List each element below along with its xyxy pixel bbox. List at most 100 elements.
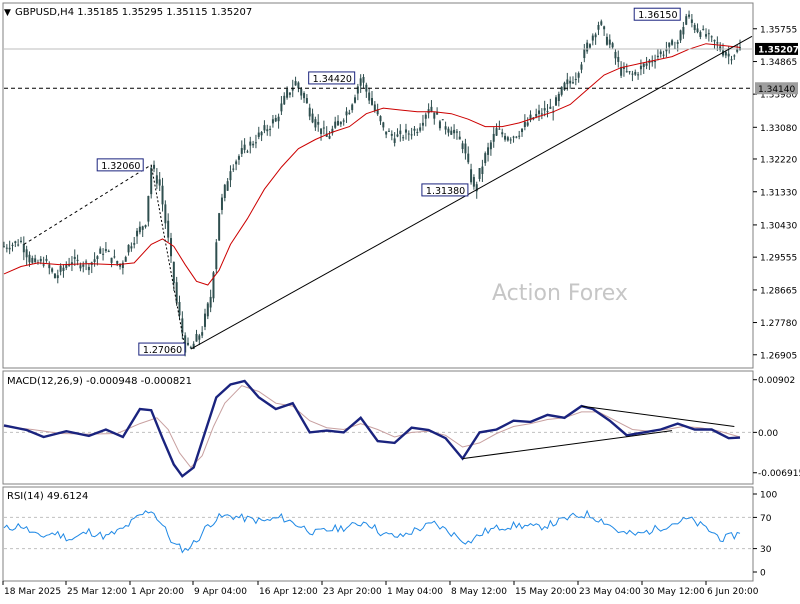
x-tick-label: 23 Apr 20:00: [323, 587, 382, 597]
y-tick-label: 1.31330: [760, 188, 797, 198]
rsi-title: RSI(14) 49.6124: [7, 491, 88, 502]
price-annotation-box: [96, 158, 144, 172]
candle-body: [586, 42, 589, 52]
candle-body: [467, 153, 470, 163]
candle-body: [167, 220, 170, 238]
candle-body: [617, 56, 620, 62]
candle-body: [512, 136, 515, 138]
candle-body: [342, 120, 345, 122]
candle-body: [540, 113, 543, 115]
candle-body: [170, 238, 173, 257]
macd-title: MACD(12,26,9) -0.000948 -0.000821: [7, 376, 192, 387]
candle-body: [379, 116, 382, 122]
candle-body: [331, 128, 334, 134]
candle-body: [201, 332, 204, 336]
macd-support-trendline: [462, 430, 673, 460]
x-tick-label: 18 Mar 2025: [4, 587, 61, 597]
candle-body: [696, 28, 699, 33]
candle-body: [110, 257, 113, 263]
x-tick-label: 16 Apr 12:00: [259, 587, 318, 597]
candle-body: [461, 143, 464, 150]
candle-body: [450, 130, 453, 135]
candle-body: [407, 133, 410, 135]
x-tick-label: 1 May 04:00: [387, 587, 443, 597]
candle-body: [611, 43, 614, 48]
candle-body: [28, 254, 31, 263]
candle-body: [226, 181, 229, 191]
candle-body: [504, 135, 507, 140]
rsi-panel-frame: [2, 486, 754, 582]
candle-body: [705, 34, 708, 37]
candle-body: [252, 143, 255, 146]
candle-body: [424, 114, 427, 119]
candle-body: [614, 51, 617, 59]
candle-body: [274, 117, 277, 122]
candle-body: [444, 126, 447, 130]
price-annotation-label: 1.31380: [426, 186, 465, 197]
candle-body: [175, 282, 178, 303]
rsi-layer: [3, 509, 752, 554]
candle-body: [713, 39, 716, 42]
candle-body: [195, 334, 198, 342]
candle-body: [724, 51, 727, 56]
candle-body: [529, 114, 532, 121]
candle-body: [303, 93, 306, 99]
candle-body: [93, 259, 96, 262]
price-annotation-box: [308, 71, 356, 85]
candle-body: [637, 74, 640, 76]
candle-body: [322, 127, 325, 129]
price-annotation-label: 1.27060: [143, 345, 182, 356]
candle-body: [498, 128, 501, 130]
candle-body: [144, 225, 147, 228]
candle-body: [416, 132, 419, 134]
macd-line: [3, 379, 741, 478]
candle-body: [549, 106, 552, 109]
candle-body: [356, 86, 359, 94]
candle-body: [237, 156, 240, 160]
candle-body: [506, 137, 509, 141]
candle-body: [710, 36, 713, 38]
candle-body: [430, 106, 433, 112]
candle-body: [419, 127, 422, 131]
candle-body: [588, 44, 591, 48]
candle-body: [605, 36, 608, 45]
candle-body: [218, 213, 221, 241]
candle-body: [654, 61, 657, 63]
candle-body: [574, 79, 577, 81]
rsi-y-tick-label: 0: [760, 569, 766, 579]
candle-body: [622, 67, 625, 69]
candle-body: [464, 143, 467, 154]
candle-body: [555, 97, 557, 106]
candle-body: [538, 110, 541, 114]
candle-body: [594, 34, 597, 38]
candle-body: [328, 136, 331, 139]
candle-body: [351, 104, 354, 111]
candle-body: [719, 46, 722, 50]
x-tick-label: 6 Jun 20:00: [707, 587, 759, 597]
candle-body: [334, 121, 337, 128]
candle-body: [453, 129, 456, 134]
y-tick-label: 1.32220: [760, 155, 797, 165]
candle-body: [580, 64, 583, 70]
macd-resistance-trendline: [581, 405, 735, 428]
candle-body: [368, 92, 371, 101]
candle-body: [223, 184, 226, 199]
candle-body: [288, 92, 291, 95]
rsi-y-tick-label: 30: [760, 545, 772, 555]
candle-body: [597, 25, 600, 30]
candle-body: [164, 204, 167, 224]
candle-body: [690, 19, 693, 23]
x-tick-label: 23 May 04:00: [579, 587, 641, 597]
candle-body: [523, 121, 526, 127]
candle-body: [240, 148, 243, 154]
candle-body: [495, 128, 498, 136]
candle-body: [492, 133, 495, 142]
candle-body: [404, 129, 407, 133]
level-price-tag: [755, 82, 798, 95]
candle-body: [305, 98, 308, 104]
candle-body: [639, 65, 642, 70]
y-tick-label: 1.28665: [760, 286, 797, 296]
candle-body: [716, 42, 719, 44]
chart-title: GBPUSD,H4 1.35185 1.35295 1.35115 1.3520…: [15, 7, 252, 18]
